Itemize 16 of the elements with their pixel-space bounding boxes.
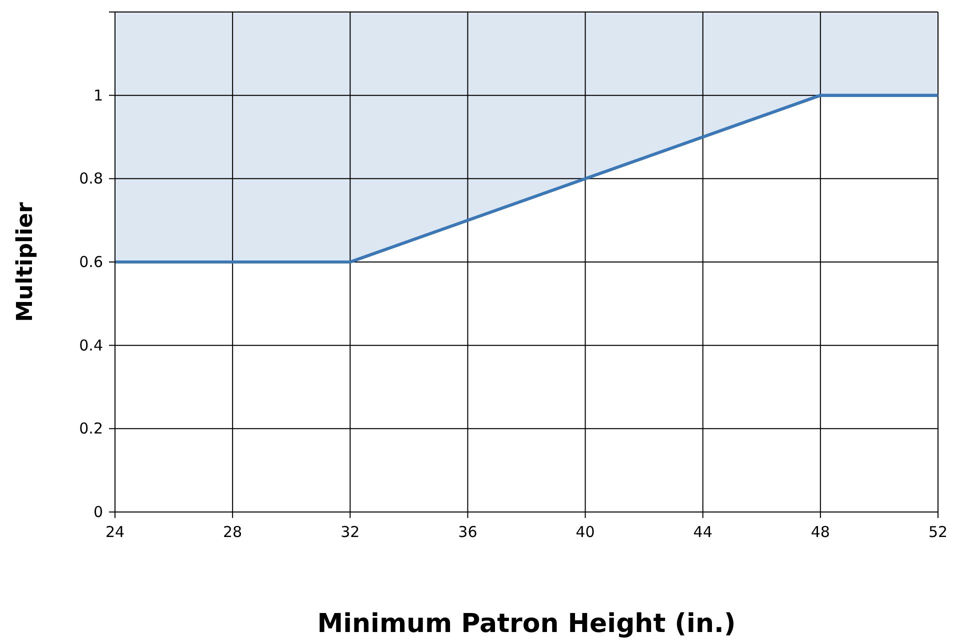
y-axis-title: Multiplier xyxy=(13,202,38,322)
x-tick-label: 24 xyxy=(105,523,125,541)
y-tick-label: 1 xyxy=(93,86,103,104)
y-tick-label: 0 xyxy=(93,503,103,521)
x-tick-label: 48 xyxy=(810,523,830,541)
x-tick-label: 28 xyxy=(223,523,242,541)
y-tick-label: 0.2 xyxy=(79,420,103,438)
x-axis-title: Minimum Patron Height (in.) xyxy=(317,609,736,639)
y-tick-label: 0.8 xyxy=(79,170,103,188)
y-tick-label: 0.4 xyxy=(79,336,103,354)
x-tick-label: 40 xyxy=(576,523,595,541)
x-tick-label: 44 xyxy=(693,523,712,541)
x-tick-label: 52 xyxy=(928,523,948,541)
x-tick-label: 36 xyxy=(458,523,478,541)
x-tick-label: 32 xyxy=(340,523,360,541)
y-tick-label: 0.6 xyxy=(79,253,103,271)
